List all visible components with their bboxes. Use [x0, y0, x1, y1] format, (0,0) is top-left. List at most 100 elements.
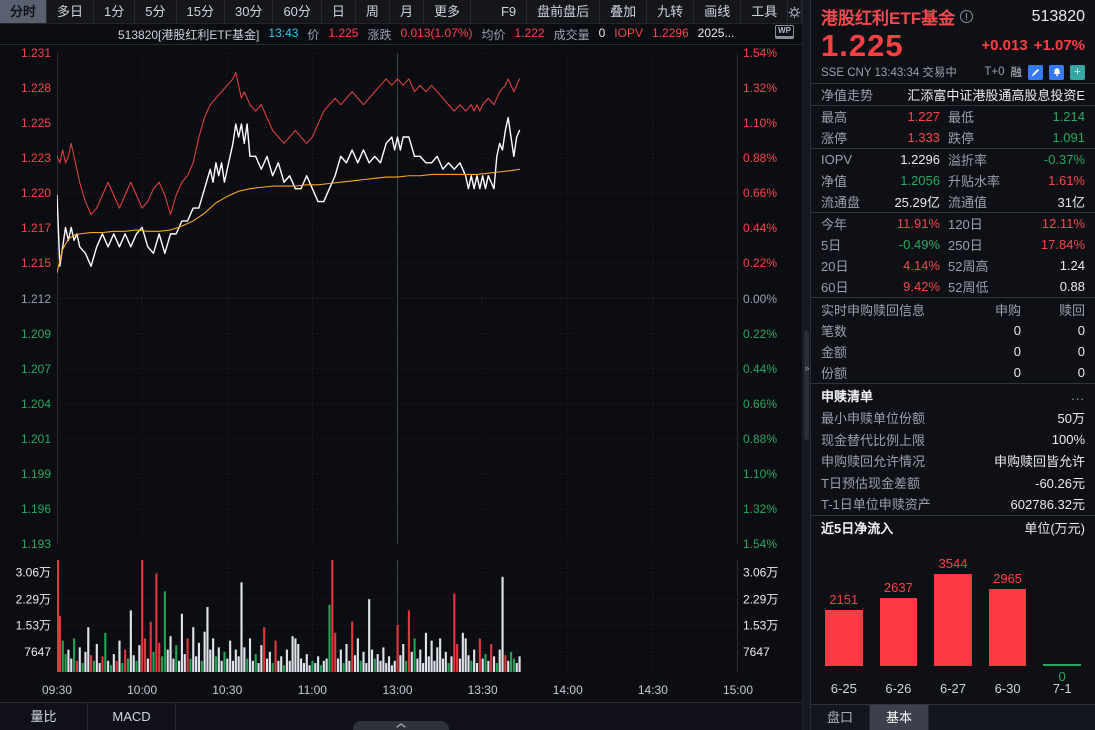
- add-icon[interactable]: +: [1070, 64, 1085, 80]
- stat-value: 1.61%: [1048, 173, 1085, 188]
- volume-bar: [118, 640, 121, 672]
- wp-widget-icon[interactable]: WP: [775, 25, 794, 39]
- volume-axis-label: 2.29万: [15, 592, 51, 607]
- indicator-tab-0[interactable]: 量比: [0, 703, 88, 730]
- volume-bar: [81, 663, 84, 672]
- volume-bar: [385, 663, 388, 672]
- redeem-value: 0: [1077, 365, 1085, 380]
- volume-bar: [399, 655, 402, 672]
- volume-bar: [484, 654, 487, 672]
- volume-bar: [325, 658, 328, 672]
- volume-bar: [518, 656, 521, 672]
- panel-splitter[interactable]: »: [802, 0, 810, 730]
- volume-bar: [396, 624, 399, 672]
- toolbar-tab-4[interactable]: 15分: [177, 0, 225, 23]
- price-plot[interactable]: [57, 53, 738, 544]
- stat-label: 最高: [821, 110, 848, 125]
- info-icon[interactable]: !: [960, 10, 974, 23]
- volume-plot[interactable]: [57, 560, 738, 672]
- gear-icon[interactable]: [788, 0, 803, 23]
- toolbar-tab-2[interactable]: 1分: [94, 0, 136, 23]
- nav-trend-row[interactable]: 净值走势 汇添富中证港股通高股息投资E: [811, 84, 1095, 105]
- toolbar-tab-5[interactable]: 30分: [225, 0, 274, 23]
- toolbar-tool-3[interactable]: 九转: [647, 0, 695, 23]
- volume-bar: [260, 645, 263, 672]
- volume-bar: [197, 642, 201, 672]
- volume-bar: [231, 660, 235, 672]
- redeem-rows: 最小申赎单位份额 50万 现金替代比例上限 100% 申购赎回允许情况 申购赎回皆允许 T日…: [811, 407, 1095, 515]
- toolbar-tool-0[interactable]: F9: [491, 0, 528, 23]
- edit-icon[interactable]: [1028, 64, 1043, 80]
- stat-row: 净值 1.2056 升贴水率 1.61%: [811, 170, 1095, 191]
- volume-bar: [87, 627, 90, 672]
- redeem-more-button[interactable]: ...: [1071, 388, 1085, 403]
- subscription-row: 笔数 0 0: [811, 320, 1095, 341]
- panel-tab-0[interactable]: 盘口: [811, 705, 871, 730]
- toolbar-tab-8[interactable]: 周: [356, 0, 390, 23]
- time-label: 15:00: [722, 683, 754, 697]
- panel-tab-1[interactable]: 基本: [870, 705, 930, 730]
- axis-label: 1.228: [20, 81, 51, 96]
- splitter-scrollbar-thumb[interactable]: [804, 330, 809, 440]
- axis-label: 1.199: [20, 466, 51, 481]
- toolbar-tool-5[interactable]: 工具: [741, 0, 789, 23]
- redeem-col: 赎回: [1058, 302, 1085, 318]
- volume-bar: [308, 665, 311, 672]
- stat-label: 60日: [821, 280, 849, 295]
- inflow-column: 2965: [988, 571, 1027, 666]
- expand-panel-icon[interactable]: »: [804, 363, 810, 373]
- volume-bar: [379, 660, 382, 672]
- stat-label: 流通值: [948, 195, 988, 210]
- volume-bar: [109, 665, 113, 672]
- volume-bar: [495, 663, 498, 672]
- volume-bar: [450, 656, 453, 672]
- toolbar-tool-4[interactable]: 画线: [694, 0, 742, 23]
- toolbar-tab-0[interactable]: 分时: [0, 0, 48, 23]
- inflow-value-label: 2151: [829, 592, 859, 607]
- volume-axis-right: 3.06万 2.29万 1.53万 7647: [740, 560, 802, 672]
- inflow-value-label: 2965: [993, 571, 1023, 586]
- volume-bar: [322, 660, 325, 672]
- volume-bar: [339, 649, 342, 672]
- inflow-date-label: 7-1: [1052, 681, 1072, 696]
- volume-bar: [370, 649, 374, 672]
- toolbar-tool-2[interactable]: 叠加: [600, 0, 648, 23]
- stat-label: 最低: [948, 110, 975, 125]
- toolbar-tool-1[interactable]: 盘前盘后: [527, 0, 601, 23]
- indicator-tab-1[interactable]: MACD: [88, 703, 176, 730]
- subscription-header: 实时申购赎回信息 申购 赎回: [811, 298, 1095, 320]
- volume-bar: [257, 663, 260, 672]
- volume-bar: [501, 576, 504, 672]
- volume-bar: [314, 663, 317, 672]
- stat-value: 0.88: [1059, 279, 1085, 294]
- info-item-6: 均价: [481, 27, 506, 42]
- volume-bar: [439, 638, 442, 672]
- collapse-handle[interactable]: [353, 721, 449, 730]
- chart-info-items: 513820[港股红利ETF基金] 13:43 价 1.225 涨跌 0.013(1.07…: [118, 26, 734, 43]
- stat-label: IOPV: [821, 152, 853, 167]
- toolbar-tab-9[interactable]: 月: [390, 0, 424, 23]
- volume-bar: [311, 660, 314, 672]
- stat-value: 1.24: [1059, 258, 1085, 273]
- toolbar-tab-3[interactable]: 5分: [135, 0, 177, 23]
- alert-bell-icon[interactable]: [1049, 64, 1064, 80]
- last-price: 1.225: [821, 28, 904, 63]
- stat-label: 20日: [821, 259, 849, 274]
- info-item-0: 513820[港股红利ETF基金]: [118, 27, 260, 42]
- volume-bar: [214, 656, 218, 672]
- info-item-12: 2025...: [697, 25, 735, 40]
- stat-label: 52周高: [948, 259, 989, 274]
- stat-label: 溢折率: [948, 153, 988, 168]
- toolbar-tab-1[interactable]: 多日: [47, 0, 95, 23]
- inflow-header: 近5日净流入 单位(万元): [811, 516, 1095, 539]
- volume-bar: [189, 658, 192, 672]
- redeem-row: T日预估现金差额 -60.26元: [811, 472, 1095, 494]
- info-item-10: IOPV: [614, 25, 643, 40]
- toolbar-tab-7[interactable]: 日: [322, 0, 356, 23]
- axis-label: 0.22%: [743, 326, 778, 341]
- toolbar-tab-10[interactable]: 更多: [424, 0, 471, 23]
- volume-bar: [365, 663, 368, 672]
- toolbar-tab-6[interactable]: 60分: [273, 0, 322, 23]
- margin-badge: 融: [1010, 67, 1023, 79]
- redeem-label: 最小申赎单位份额: [821, 411, 926, 427]
